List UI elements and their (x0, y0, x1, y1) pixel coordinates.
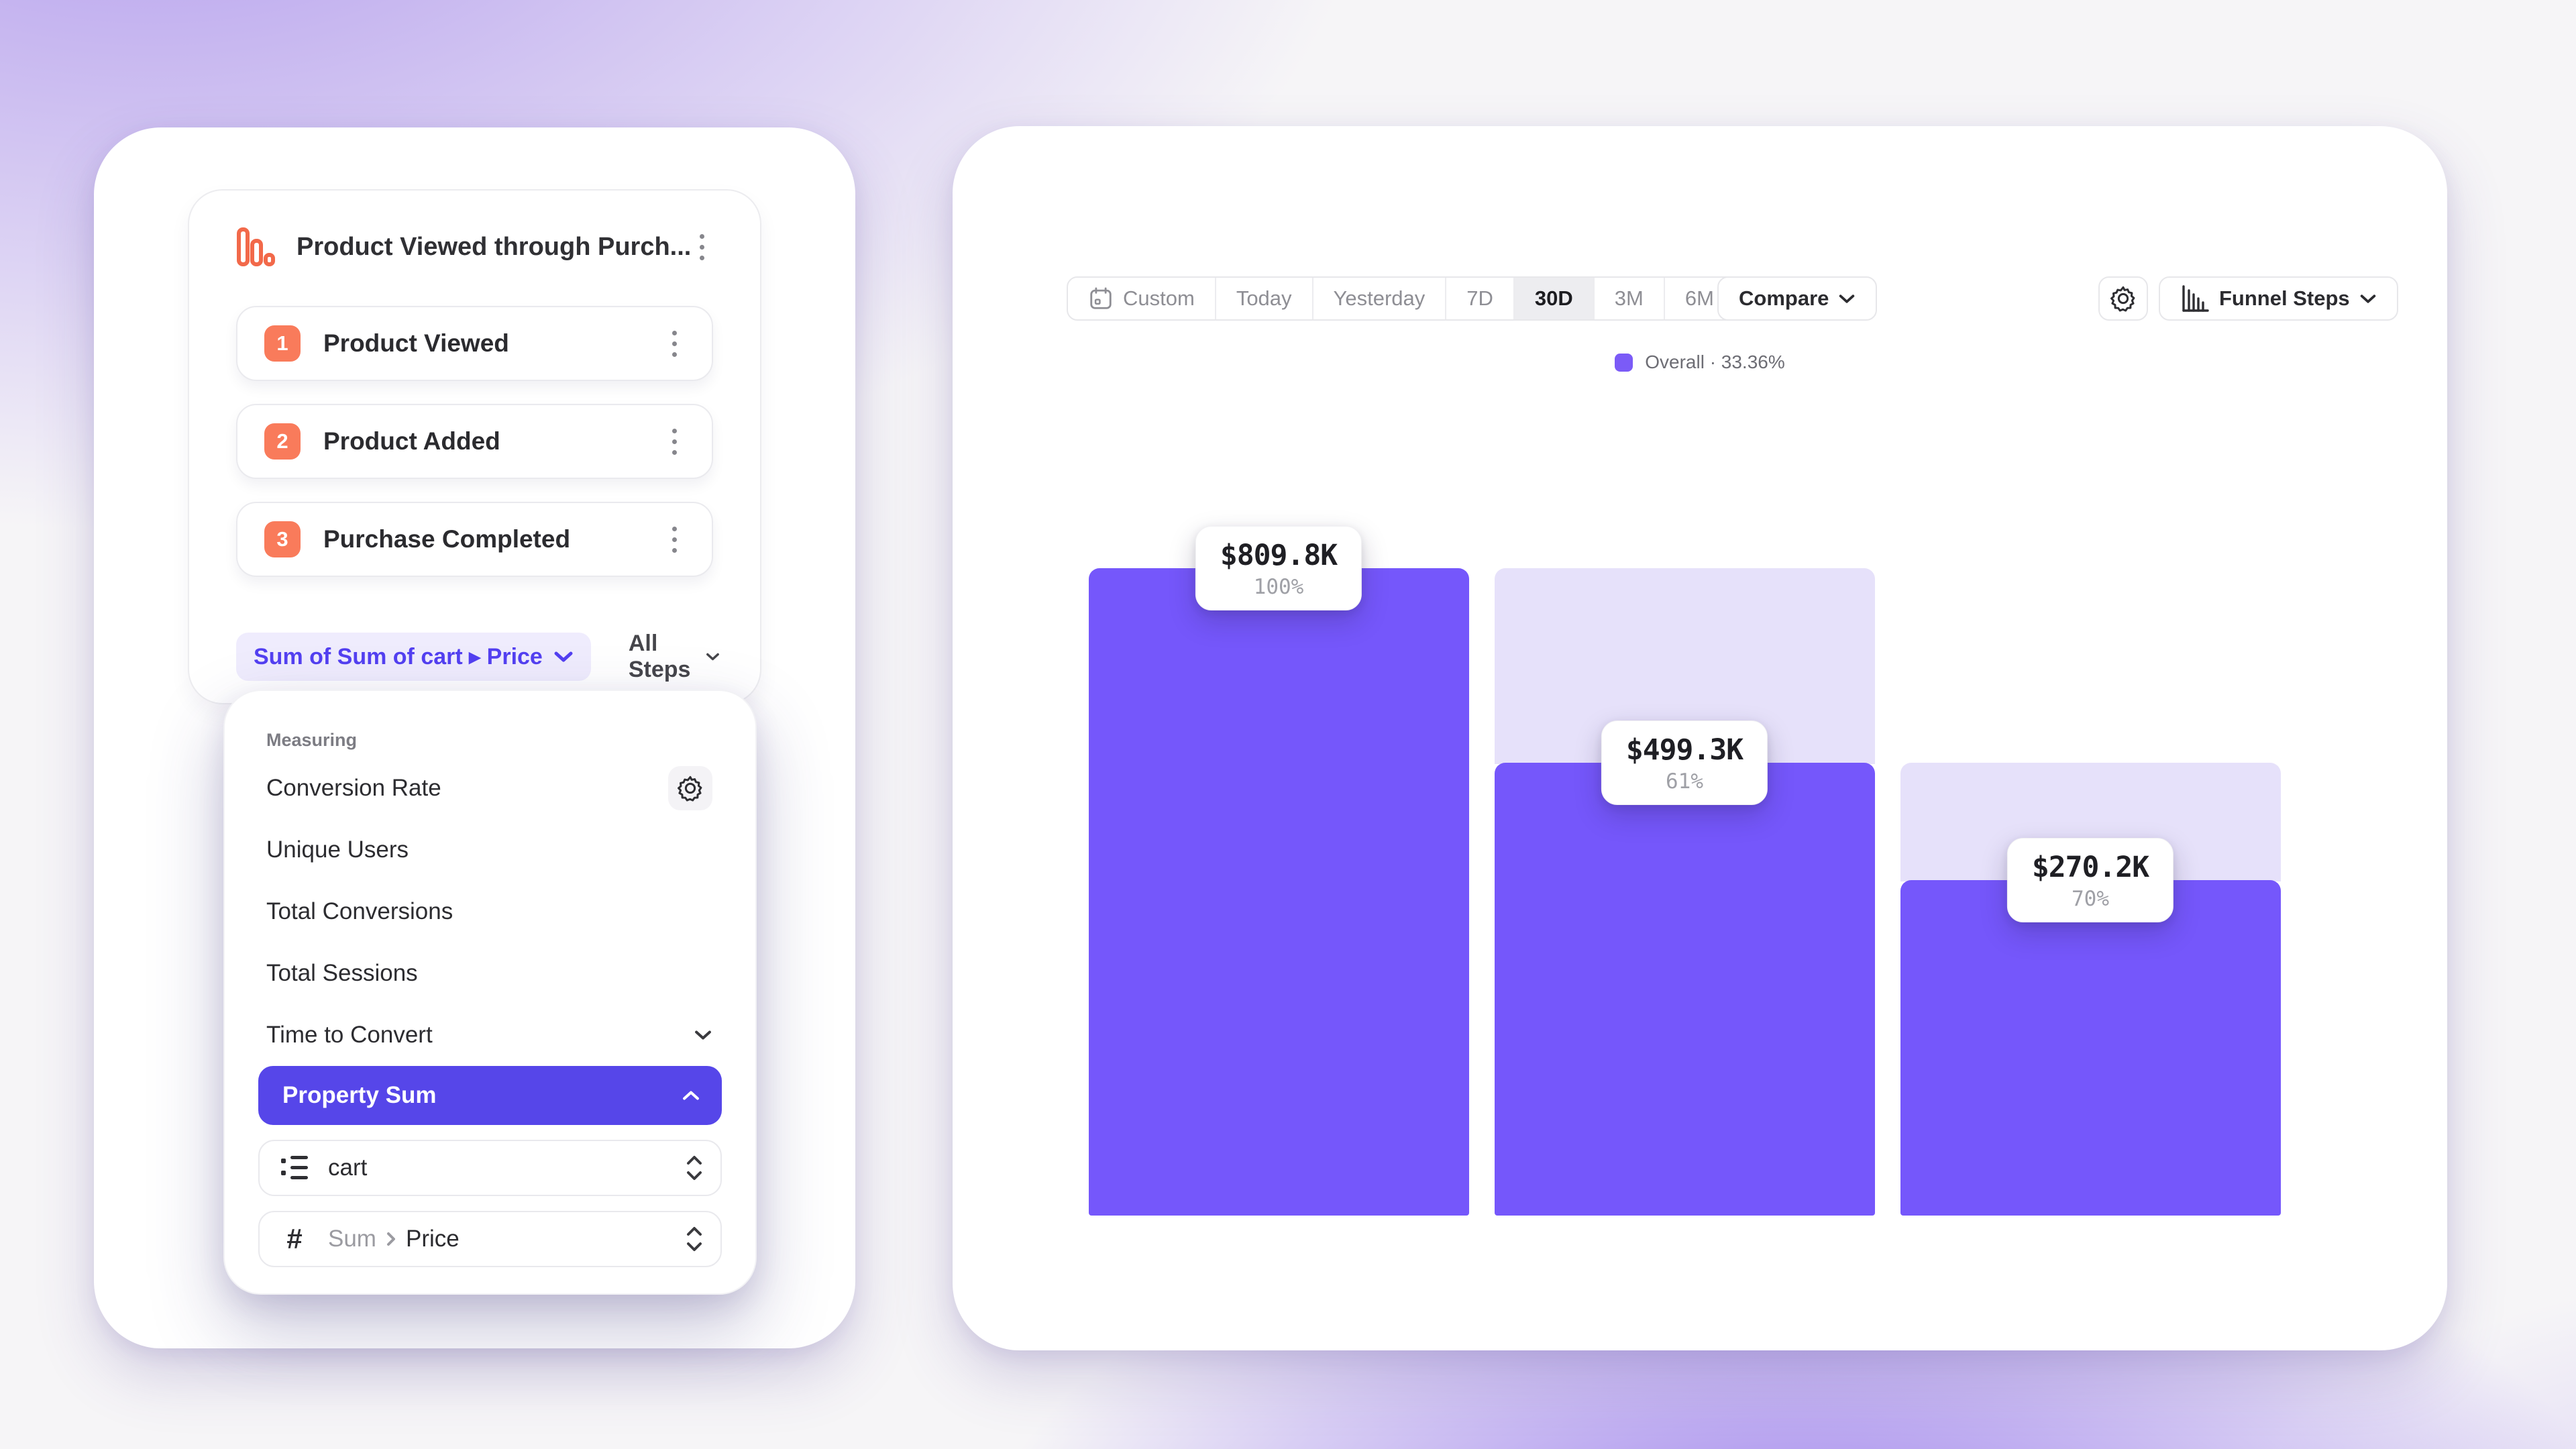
chart-settings-button[interactable] (2098, 276, 2148, 321)
gear-icon (2110, 286, 2135, 312)
step-label: Product Added (323, 427, 500, 455)
updown-stepper-icon (687, 1227, 702, 1251)
menu-item-property-sum[interactable]: Property Sum (258, 1066, 722, 1125)
funnel-title: Product Viewed through Purch... (297, 232, 692, 261)
range-yesterday[interactable]: Yesterday (1313, 278, 1447, 319)
tooltip-percent: 100% (1253, 575, 1304, 599)
date-range-segmented-control: Custom Today Yesterday 7D 30D 3M 6M 12M (1067, 276, 1818, 321)
aggregation-prefix: Sum (328, 1226, 376, 1252)
funnel-bar-product-viewed[interactable] (1089, 568, 1469, 1216)
funnel-chart-card: Custom Today Yesterday 7D 30D 3M 6M 12M … (953, 126, 2447, 1350)
gear-icon (678, 775, 702, 802)
funnel-builder-card: Product Viewed through Purch... 1 Produc… (94, 127, 855, 1348)
funnel-chart-icon (236, 227, 275, 266)
measuring-dropdown-panel: Measuring Conversion Rate Unique Users T… (223, 690, 757, 1295)
chevron-down-icon (554, 651, 573, 662)
steps-scope-dropdown[interactable]: All Steps (629, 631, 720, 683)
chevron-down-icon (1839, 294, 1855, 303)
step-number-badge: 2 (264, 423, 301, 460)
measuring-section-label: Measuring (266, 730, 358, 750)
metric-dropdown[interactable]: Sum of Sum of cart ▸ Price (236, 633, 591, 681)
steps-scope-label: All Steps (628, 631, 691, 682)
chart-view-selector-button[interactable]: Funnel Steps (2159, 276, 2398, 321)
metric-dropdown-label: Sum of Sum of cart ▸ Price (254, 644, 543, 669)
funnel-kebab-menu-icon[interactable] (691, 228, 713, 266)
step-kebab-menu-icon[interactable] (659, 423, 689, 460)
aggregation-value: Price (405, 1226, 460, 1252)
funnel-bar-purchase-completed[interactable] (1900, 763, 2281, 1216)
step-kebab-menu-icon[interactable] (659, 325, 689, 362)
tooltip-percent: 61% (1666, 769, 1703, 794)
funnel-bar-product-added[interactable] (1495, 568, 1875, 1216)
range-today[interactable]: Today (1216, 278, 1313, 319)
range-30d[interactable]: 30D (1514, 278, 1595, 319)
funnel-step-product-added[interactable]: 2 Product Added (236, 404, 713, 479)
legend-label: Overall · 33.36% (1645, 352, 1785, 372)
funnel-steps-list: 1 Product Viewed 2 Product Added 3 Purch… (236, 306, 713, 577)
menu-item-conversion-rate[interactable]: Conversion Rate (258, 757, 722, 819)
bar-value-tooltip: $270.2K 70% (2006, 838, 2174, 922)
updown-stepper-icon (687, 1156, 702, 1180)
chevron-down-icon (695, 1030, 711, 1040)
menu-item-time-to-convert[interactable]: Time to Convert (258, 1004, 722, 1066)
funnel-step-purchase-completed[interactable]: 3 Purchase Completed (236, 502, 713, 577)
step-label: Product Viewed (323, 329, 509, 357)
range-custom[interactable]: Custom (1068, 278, 1216, 319)
chart-legend[interactable]: Overall · 33.36% (953, 352, 2447, 373)
conversion-rate-settings-button[interactable] (668, 766, 712, 810)
step-number-badge: 1 (264, 325, 301, 362)
funnel-steps-chart-icon (2182, 285, 2209, 312)
range-7d[interactable]: 7D (1446, 278, 1515, 319)
tooltip-value: $499.3K (1625, 733, 1743, 767)
calendar-icon (1090, 287, 1112, 309)
aggregation-selector[interactable]: # Sum Price (258, 1211, 722, 1267)
property-selector-value: cart (328, 1155, 368, 1181)
funnel-step-product-viewed[interactable]: 1 Product Viewed (236, 306, 713, 381)
list-icon (281, 1156, 308, 1179)
compare-button[interactable]: Compare (1717, 276, 1878, 321)
menu-item-total-conversions[interactable]: Total Conversions (266, 898, 453, 924)
range-3m[interactable]: 3M (1595, 278, 1665, 319)
funnel-header: Product Viewed through Purch... (236, 225, 713, 268)
tooltip-value: $270.2K (2031, 851, 2149, 884)
tooltip-percent: 70% (2072, 887, 2109, 911)
step-kebab-menu-icon[interactable] (659, 521, 689, 558)
arrow-right-icon (386, 1232, 395, 1246)
measurement-bar: Sum of Sum of cart ▸ Price All Steps (236, 631, 720, 683)
number-property-icon: # (286, 1223, 303, 1254)
bar-value-tooltip: $499.3K 61% (1601, 720, 1768, 805)
chevron-up-icon (683, 1091, 699, 1100)
bar-value-tooltip: $809.8K 100% (1195, 526, 1362, 610)
property-selector[interactable]: cart (258, 1140, 722, 1196)
step-label: Purchase Completed (323, 525, 571, 553)
menu-item-unique-users[interactable]: Unique Users (266, 837, 409, 863)
funnel-definition-card: Product Viewed through Purch... 1 Produc… (188, 189, 761, 704)
chevron-down-icon (2360, 294, 2375, 303)
tooltip-value: $809.8K (1220, 539, 1338, 572)
chevron-down-icon (706, 653, 720, 661)
chart-toolbar: Custom Today Yesterday 7D 30D 3M 6M 12M … (953, 276, 2447, 321)
step-number-badge: 3 (264, 521, 301, 557)
legend-swatch (1615, 353, 1633, 372)
menu-item-total-sessions[interactable]: Total Sessions (266, 960, 418, 986)
